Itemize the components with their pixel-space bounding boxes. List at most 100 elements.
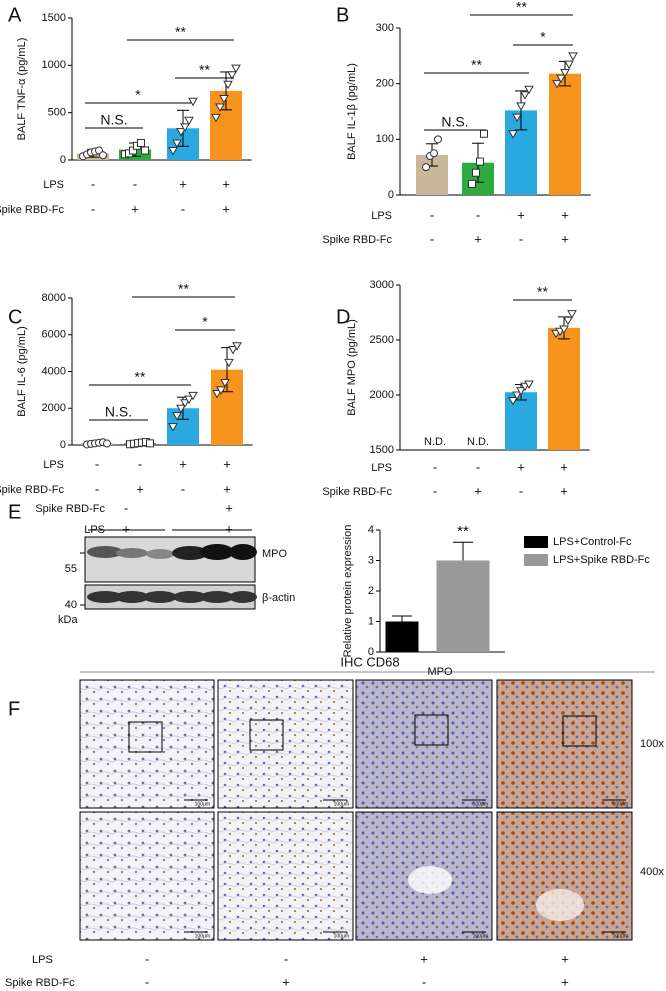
y-tick-label: 1000	[42, 59, 66, 71]
data-point	[180, 123, 190, 132]
condition-name: Spike RBD-Fc	[322, 486, 392, 498]
condition-value: -	[519, 483, 523, 498]
condition-value: -	[433, 459, 437, 474]
data-point	[552, 80, 562, 89]
data-point	[508, 130, 518, 139]
panel-letter: C	[8, 306, 22, 328]
condition-value: +	[517, 207, 525, 222]
data-point	[512, 391, 522, 401]
panel-letter: F	[8, 698, 20, 720]
significance-label: **	[516, 0, 527, 15]
data-point	[564, 60, 574, 70]
y-tick-label: 8000	[42, 292, 66, 304]
condition-value: -	[95, 481, 99, 496]
mw-unit: kDa	[58, 614, 78, 626]
data-point	[468, 179, 476, 188]
data-point	[227, 71, 237, 80]
scale-label: 100μm	[334, 801, 349, 807]
data-point	[141, 146, 149, 155]
condition-value: +	[136, 481, 144, 496]
value-label: N.D.	[424, 436, 446, 448]
data-point	[216, 386, 226, 395]
condition-value: -	[181, 201, 185, 216]
significance-label: **	[457, 523, 469, 540]
y-tick-label: 500	[48, 107, 66, 119]
condition-value: +	[474, 231, 482, 246]
data-point	[480, 129, 488, 138]
data-point	[524, 85, 534, 95]
data-point	[422, 163, 430, 172]
data-point	[212, 390, 222, 399]
legend-label: LPS+Spike RBD-Fc	[553, 554, 650, 566]
y-tick-label: 300	[376, 22, 394, 34]
significance-label: **	[175, 24, 186, 40]
condition-name: LPS	[43, 179, 64, 191]
condition-name: Spike RBD-Fc	[0, 484, 64, 496]
y-axis-label: BALF MPO (pg/mL)	[346, 319, 358, 416]
data-point	[219, 94, 229, 104]
scale-label: 100μm	[613, 933, 628, 939]
condition-value: -	[138, 456, 142, 471]
blot-mpo	[84, 536, 256, 583]
y-tick-label: 1500	[42, 12, 66, 24]
band-label: β-actin	[262, 592, 295, 604]
data-point	[516, 102, 526, 111]
condition-value: +	[179, 176, 187, 191]
condition-name: LPS	[43, 459, 64, 471]
y-tick-label: 6000	[42, 329, 66, 341]
data-point	[176, 404, 186, 414]
scale-label: 100μm	[613, 801, 628, 807]
condition-value: +	[561, 974, 569, 989]
panel-letter: E	[8, 501, 21, 523]
condition-value: -	[145, 951, 149, 966]
condition-value: +	[282, 974, 290, 989]
condition-value: +	[561, 231, 569, 246]
y-tick-label: 2500	[370, 334, 394, 346]
condition-name: Spike RBD-Fc	[0, 204, 64, 216]
scale-label: 100μm	[195, 801, 210, 807]
data-point	[524, 380, 534, 390]
data-point	[137, 138, 145, 147]
data-point	[563, 316, 573, 326]
y-tick-label: 1	[368, 615, 374, 627]
data-point	[224, 358, 234, 368]
significance-label: **	[135, 369, 146, 385]
scale-label: 100μm	[334, 933, 349, 939]
condition-value: -	[433, 483, 437, 498]
panel-letter: A	[8, 4, 22, 26]
condition-value: +	[561, 951, 569, 966]
data-point	[188, 97, 198, 107]
data-point	[184, 395, 194, 405]
scale-label: 100μm	[473, 801, 488, 807]
condition-value: +	[560, 459, 568, 474]
condition-value: +	[420, 951, 428, 966]
condition-value: -	[133, 176, 137, 191]
bar	[436, 560, 490, 652]
data-point	[215, 103, 225, 112]
data-point	[180, 399, 190, 408]
y-tick-label: 200	[376, 78, 394, 90]
condition-value: -	[430, 207, 434, 222]
y-tick-label: 2	[368, 585, 374, 597]
condition-value: +	[223, 456, 231, 471]
condition-value: +	[474, 483, 482, 498]
data-point	[168, 423, 178, 432]
x-tick-label: MPO	[427, 666, 453, 678]
bar	[505, 392, 537, 450]
value-label: N.D.	[467, 436, 489, 448]
y-tick-label: 0	[368, 646, 374, 658]
ihc-title: IHC CD68	[340, 654, 399, 669]
data-point	[516, 387, 526, 396]
data-point	[476, 157, 484, 166]
western-blot	[80, 529, 257, 610]
data-point	[508, 397, 518, 406]
significance-label: *	[135, 87, 141, 103]
scale-label: 100μm	[473, 933, 488, 939]
scale-label: 100μm	[195, 933, 210, 939]
significance-label: N.S.	[100, 112, 127, 128]
y-tick-label: 0	[60, 154, 66, 166]
condition-value: -	[476, 459, 480, 474]
y-axis-label: BALF TNF-α (pg/mL)	[16, 38, 28, 141]
data-point	[228, 345, 238, 355]
panel-letter: B	[336, 4, 349, 26]
